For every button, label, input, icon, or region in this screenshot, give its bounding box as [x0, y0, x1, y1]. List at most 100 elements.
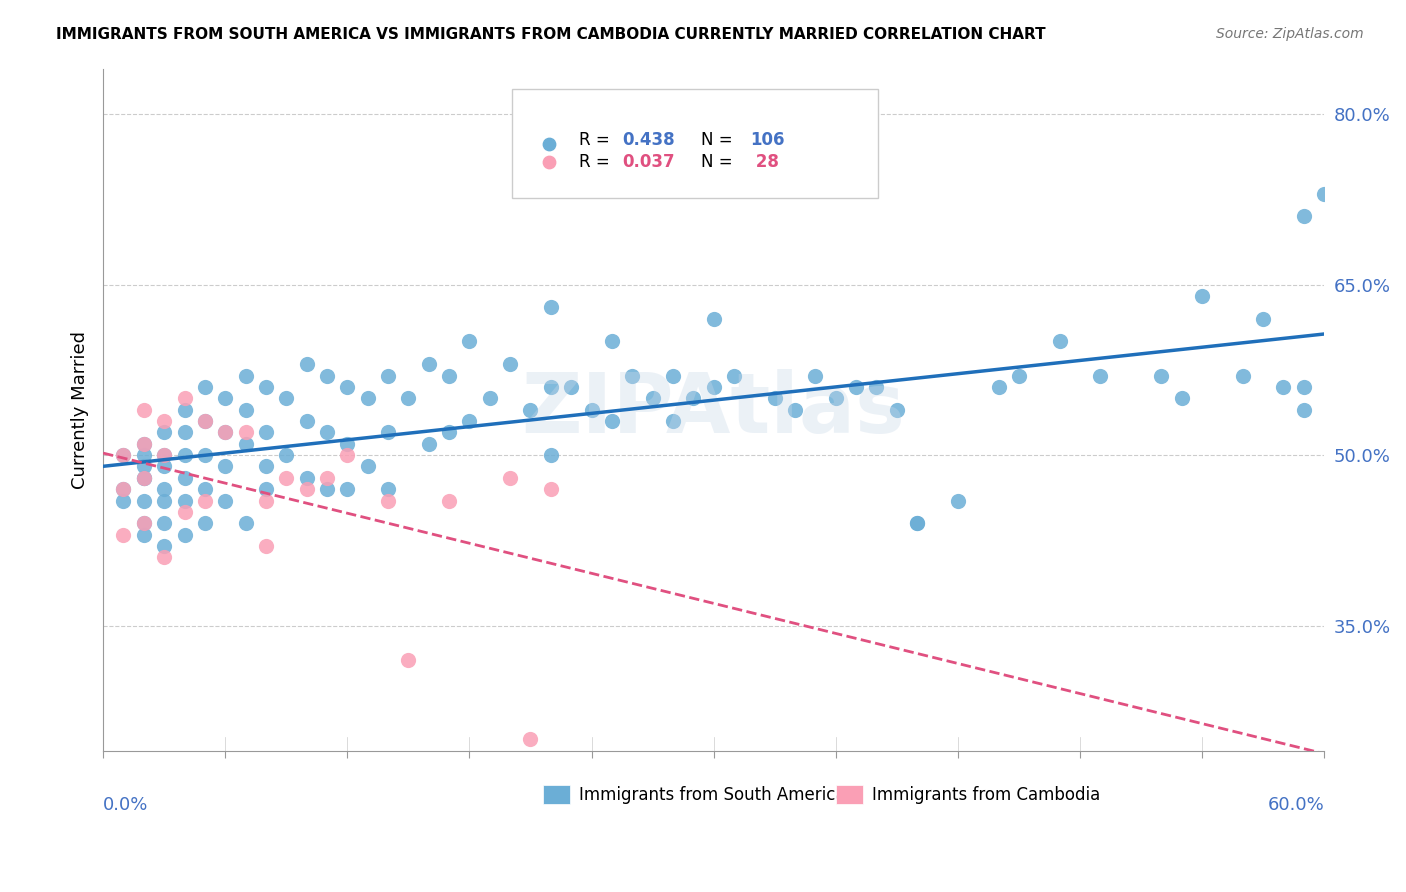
Point	[276, 391, 298, 405]
Point	[235, 516, 257, 531]
Point	[194, 482, 217, 496]
Point	[1191, 289, 1213, 303]
Point	[132, 493, 155, 508]
Point	[194, 414, 217, 428]
Point	[418, 357, 440, 371]
Bar	[543, 785, 569, 804]
Point	[194, 493, 217, 508]
Point	[132, 436, 155, 450]
Y-axis label: Currently Married: Currently Married	[72, 331, 89, 489]
Point	[132, 402, 155, 417]
Point	[560, 380, 582, 394]
Point	[621, 368, 644, 383]
Point	[153, 448, 176, 462]
Point	[1090, 368, 1112, 383]
Point	[682, 391, 704, 405]
Point	[254, 493, 277, 508]
Point	[194, 380, 217, 394]
Text: 28: 28	[751, 153, 779, 171]
Point	[662, 368, 685, 383]
Point	[194, 414, 217, 428]
Point	[804, 368, 827, 383]
Point	[845, 380, 868, 394]
Point	[540, 482, 562, 496]
Point	[581, 402, 603, 417]
Text: R =: R =	[579, 131, 616, 149]
Point	[396, 653, 419, 667]
Point	[316, 471, 339, 485]
Point	[132, 516, 155, 531]
Point	[946, 493, 969, 508]
Point	[1292, 402, 1315, 417]
Point	[377, 425, 399, 440]
Point	[235, 368, 257, 383]
Point	[132, 459, 155, 474]
Point	[153, 550, 176, 565]
Point	[336, 436, 359, 450]
Point	[499, 357, 522, 371]
Point	[173, 425, 195, 440]
Point	[835, 35, 858, 49]
Point	[600, 334, 623, 349]
Point	[254, 425, 277, 440]
Point	[194, 516, 217, 531]
Text: Source: ZipAtlas.com: Source: ZipAtlas.com	[1216, 27, 1364, 41]
Point	[153, 425, 176, 440]
Point	[1232, 368, 1254, 383]
Text: IMMIGRANTS FROM SOUTH AMERICA VS IMMIGRANTS FROM CAMBODIA CURRENTLY MARRIED CORR: IMMIGRANTS FROM SOUTH AMERICA VS IMMIGRA…	[56, 27, 1046, 42]
Point	[519, 402, 541, 417]
Point	[865, 380, 887, 394]
Point	[336, 380, 359, 394]
Point	[132, 471, 155, 485]
Point	[132, 436, 155, 450]
Point	[132, 527, 155, 541]
Point	[1251, 311, 1274, 326]
Point	[824, 391, 846, 405]
Point	[540, 301, 562, 315]
FancyBboxPatch shape	[512, 89, 879, 198]
Point	[254, 459, 277, 474]
Point	[336, 482, 359, 496]
Text: 106: 106	[751, 131, 785, 149]
Point	[153, 493, 176, 508]
Point	[357, 459, 380, 474]
Text: N =: N =	[702, 153, 733, 171]
Text: 0.037: 0.037	[621, 153, 675, 171]
Text: R =: R =	[579, 153, 616, 171]
Point	[276, 471, 298, 485]
Text: ZIPAtlas: ZIPAtlas	[522, 369, 905, 450]
Point	[153, 539, 176, 553]
Point	[112, 482, 135, 496]
Text: 0.0%: 0.0%	[103, 797, 149, 814]
Point	[254, 380, 277, 394]
Text: N =: N =	[702, 131, 733, 149]
Point	[377, 368, 399, 383]
Point	[214, 391, 236, 405]
Point	[112, 448, 135, 462]
Bar	[835, 785, 863, 804]
Point	[214, 425, 236, 440]
Point	[254, 482, 277, 496]
Point	[499, 471, 522, 485]
Point	[132, 516, 155, 531]
Point	[1049, 334, 1071, 349]
Text: 60.0%: 60.0%	[1267, 797, 1324, 814]
Point	[295, 482, 318, 496]
Point	[132, 471, 155, 485]
Point	[173, 505, 195, 519]
Point	[173, 448, 195, 462]
Point	[235, 425, 257, 440]
Point	[173, 493, 195, 508]
Point	[295, 471, 318, 485]
Point	[783, 402, 806, 417]
Point	[214, 425, 236, 440]
Point	[1292, 380, 1315, 394]
Point	[519, 732, 541, 747]
Point	[1272, 380, 1295, 394]
Text: Immigrants from Cambodia: Immigrants from Cambodia	[872, 786, 1101, 804]
Point	[276, 448, 298, 462]
Point	[886, 402, 908, 417]
Point	[1170, 391, 1192, 405]
Point	[458, 334, 481, 349]
Point	[153, 516, 176, 531]
